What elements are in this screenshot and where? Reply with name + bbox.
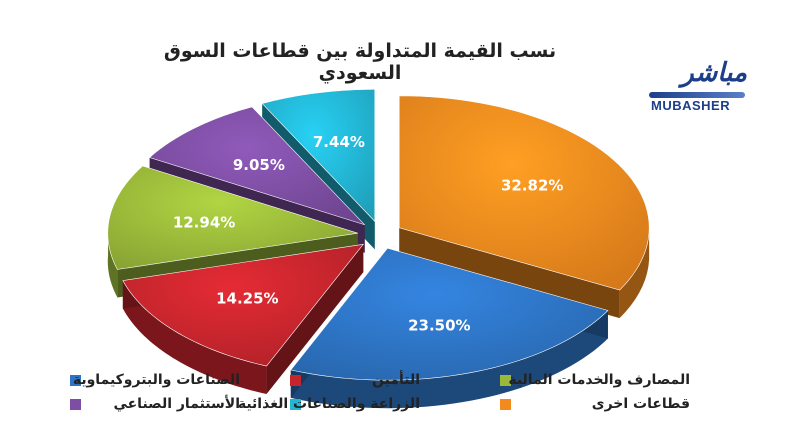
legend-swatch <box>500 399 511 410</box>
pie-slice-edge <box>266 244 364 395</box>
legend-item: المصارف والخدمات المالية <box>500 370 690 390</box>
slice-value-label: 7.44% <box>313 133 365 151</box>
pie-slice <box>290 247 609 381</box>
logo-swoosh-icon <box>649 92 745 98</box>
legend-item: الأستثمار الصناعي <box>70 394 240 414</box>
legend-item: التأمين <box>290 370 420 390</box>
legend-item: قطاعات اخرى <box>500 394 690 414</box>
logo-latin-text: MUBASHER <box>651 98 731 113</box>
legend-swatch <box>290 375 301 386</box>
legend-swatch <box>500 375 511 386</box>
pie-slice-wall <box>619 224 650 319</box>
pie-slice <box>122 243 364 367</box>
mubasher-logo: مباشر MUBASHER <box>645 58 755 116</box>
legend-label: المصارف والخدمات المالية <box>508 372 690 388</box>
slice-value-label: 32.82% <box>501 177 563 195</box>
pie-slice-wall <box>290 310 608 409</box>
pie-slice-wall <box>107 227 118 298</box>
legend-label: الزراعة والصناعات الغذائية <box>237 396 420 412</box>
chart-title: نسب القيمة المتداولة بين قطاعات السوق ال… <box>163 40 557 84</box>
slice-value-label: 9.05% <box>233 156 285 174</box>
slice-value-label: 12.94% <box>173 214 235 232</box>
pie-slice-edge <box>399 227 620 319</box>
legend-item: الزراعة والصناعات الغذائية <box>238 394 420 414</box>
logo-arabic-text: مباشر <box>681 58 747 88</box>
legend-label: التأمين <box>371 372 420 388</box>
pie-slice <box>148 106 365 226</box>
pie-slice <box>261 89 376 223</box>
pie-slice <box>398 95 650 291</box>
legend-swatch <box>290 399 301 410</box>
slice-value-label: 23.50% <box>408 316 470 334</box>
pie-slice <box>107 165 358 270</box>
pie-slice-wall <box>122 280 267 395</box>
legend-label: الأستثمار الصناعي <box>113 396 240 412</box>
slice-value-label: 14.25% <box>216 290 278 308</box>
legend-label: قطاعات اخرى <box>591 396 690 412</box>
legend-swatch <box>70 399 81 410</box>
legend-label: الصناعات والبتروكيماوية <box>72 372 240 388</box>
legend-swatch <box>70 375 81 386</box>
legend-item: الصناعات والبتروكيماوية <box>70 370 240 390</box>
